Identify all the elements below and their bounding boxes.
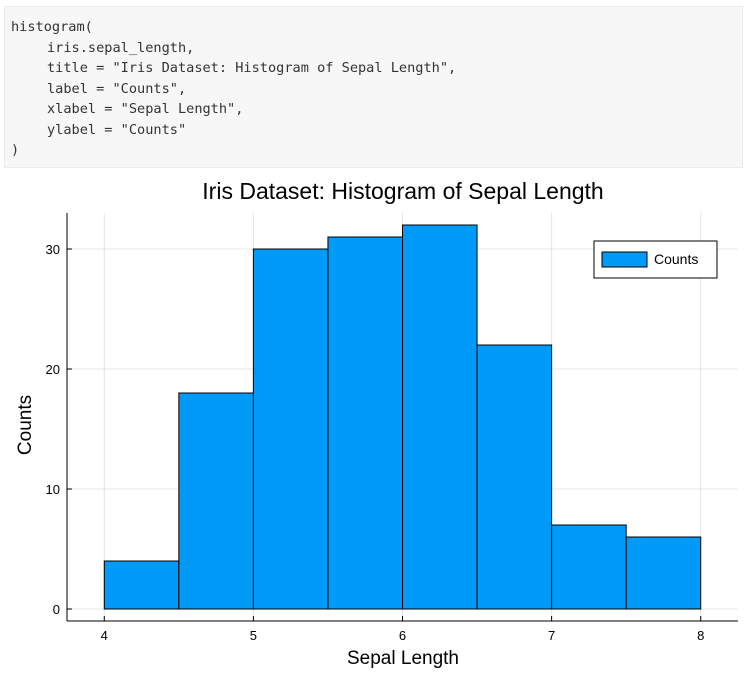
code-line: iris.sepal_length,	[47, 39, 195, 56]
axes	[66, 213, 738, 622]
histogram-bar	[327, 236, 404, 610]
code-block: histogram( iris.sepal_length,title = "Iri…	[5, 7, 742, 161]
x-tick-label: 6	[399, 628, 406, 643]
histogram-bars	[103, 224, 702, 610]
code-line: xlabel = "Sepal Length",	[47, 101, 244, 117]
code-cell[interactable]: histogram( iris.sepal_length,title = "Iri…	[4, 6, 743, 168]
y-tick-label: 30	[46, 242, 60, 257]
histogram-bar	[178, 392, 254, 610]
histogram-bar	[252, 248, 329, 610]
y-tick-label: 20	[46, 362, 60, 377]
histogram-bar	[625, 536, 702, 610]
x-tick-label: 7	[548, 628, 555, 643]
tick-labels: 4 5 6 7 8 0 10 20 30	[46, 242, 705, 643]
x-tick-label: 4	[101, 628, 108, 643]
code-line: ylabel = "Counts"	[47, 121, 187, 138]
histogram-bar	[103, 560, 180, 610]
legend: Counts	[593, 240, 718, 279]
histogram-chart: 4 5 6 7 8 0 10 20 30 Iris Dataset: Histogram of …	[15, 178, 738, 669]
code-line: histogram(	[11, 19, 93, 35]
code-line: label = "Counts",	[47, 80, 187, 97]
histogram-bar	[551, 524, 627, 610]
x-axis-label: Sepal Length	[347, 648, 459, 669]
code-line: title = "Iris Dataset: Histogram of Sepa…	[47, 60, 457, 76]
x-tick-label: 5	[250, 628, 257, 643]
code-line: )	[11, 142, 20, 158]
chart-title: Iris Dataset: Histogram of Sepal Length	[202, 178, 603, 204]
legend-label: Counts	[654, 251, 698, 267]
histogram-bar	[402, 224, 478, 610]
plot-area: 4 5 6 7 8 0 10 20 30 Iris Dataset: Histogram of …	[0, 170, 747, 677]
legend-swatch	[601, 251, 648, 268]
histogram-bar	[476, 344, 553, 610]
y-tick-label: 10	[46, 482, 60, 497]
x-tick-label: 8	[697, 628, 704, 643]
y-axis-label: Counts	[15, 395, 36, 455]
y-tick-label: 0	[53, 602, 60, 617]
